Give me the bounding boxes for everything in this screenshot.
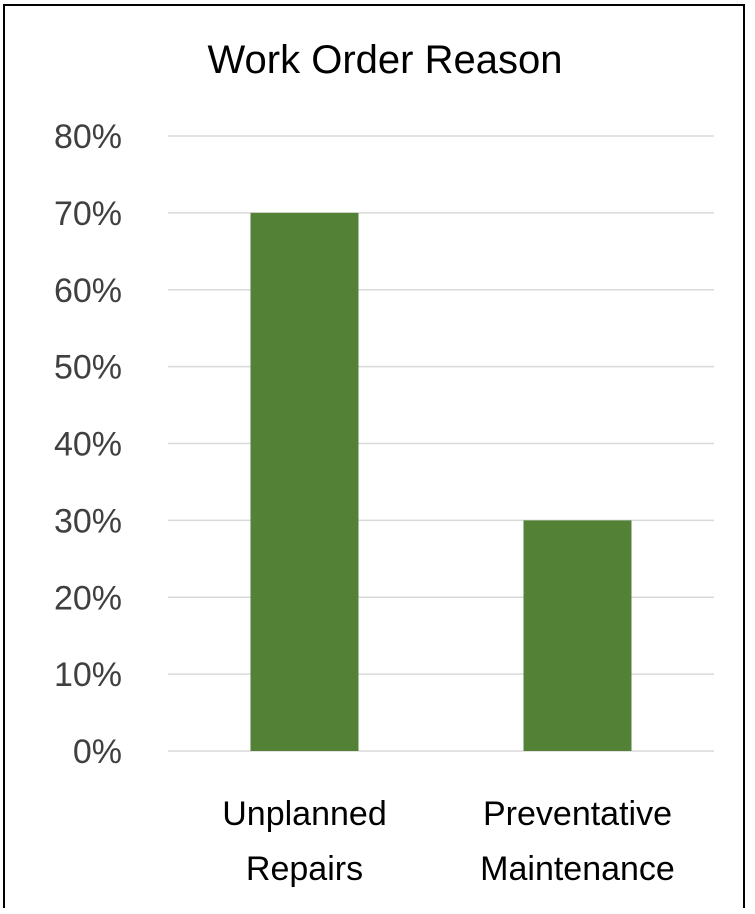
y-tick-label: 80% [54,118,122,156]
y-tick-label: 20% [54,579,122,617]
category-label: Preventative Maintenance [480,795,675,888]
y-tick-label: 10% [54,656,122,694]
y-tick-label: 0% [73,733,122,771]
chart-title: Work Order Reason [208,38,563,82]
y-tick-label: 30% [54,502,122,540]
y-tick-label: 70% [54,195,122,233]
bar [250,212,359,751]
bars [250,212,632,751]
y-tick-label: 60% [54,272,122,310]
y-tick-label: 50% [54,349,122,387]
category-label: Unplanned Repairs [222,795,386,888]
gridlines [168,135,714,752]
chart-frame [3,4,745,908]
y-tick-label: 40% [54,426,122,464]
y-axis-ticks: 0% 10% 20% 30% 40% 50% 60% 70% 80% [54,118,122,771]
bar [523,520,632,751]
x-axis-categories: Unplanned Repairs Preventative Maintenance [222,795,675,888]
